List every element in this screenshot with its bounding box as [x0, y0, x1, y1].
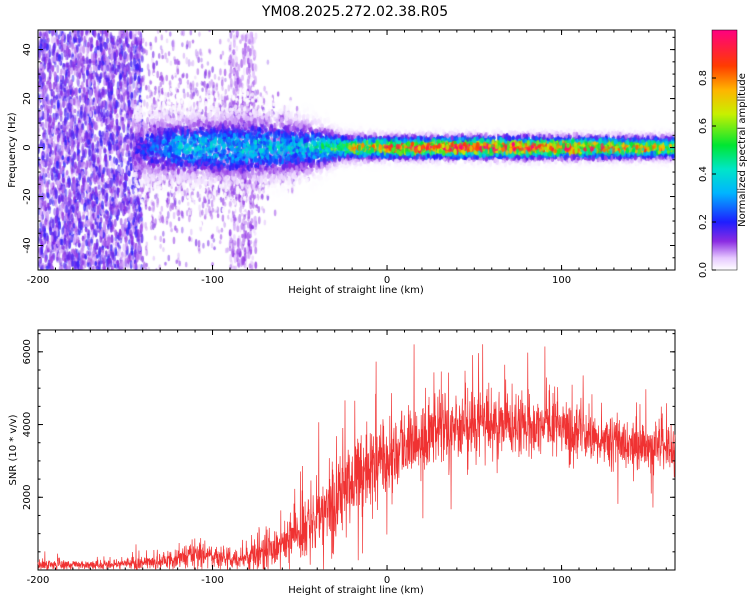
snr-ylabel: SNR (10 * v/v): [8, 414, 19, 485]
colorbar-tick-label: 0.6: [698, 118, 709, 134]
x-tick-label: -100: [201, 275, 224, 286]
y-tick-label: 0: [22, 144, 33, 150]
spectrogram-frame: [37, 29, 676, 271]
figure-title: YM08.2025.272.02.38.R05: [261, 4, 448, 20]
y-tick-label: -40: [22, 237, 33, 253]
x-tick-label: -100: [201, 575, 224, 586]
y-tick-label: -20: [22, 188, 33, 204]
colorbar-label: Normalized spectral amplitude: [737, 73, 748, 227]
y-tick-label: 4000: [22, 412, 33, 437]
colorbar-tick-label: 0.0: [698, 262, 709, 278]
snr-line: [37, 344, 676, 570]
x-tick-label: 0: [384, 575, 390, 586]
colorbar-tick-label: 0.2: [698, 214, 709, 230]
y-tick-label: 40: [22, 43, 33, 56]
snr-axes: -200 -100 0 100 2000 4000 6000: [22, 330, 675, 586]
spectrogram-heatmap: [38, 30, 675, 270]
snr-panel: -200 -100 0 100 2000 4000 6000 Height of strai…: [8, 329, 676, 596]
x-tick-label: -200: [27, 275, 50, 286]
colorbar: 0.0 0.2 0.4 0.6 0.8 Normalized spectral ampl…: [698, 29, 748, 278]
y-tick-label: 2000: [22, 485, 33, 510]
colorbar-tick-label: 0.8: [698, 70, 709, 86]
x-tick-label: 100: [552, 575, 571, 586]
colorbar-tick-label: 0.4: [698, 166, 709, 182]
snr-frame: [37, 329, 676, 571]
x-tick-label: 100: [552, 275, 571, 286]
colorbar-ticks: 0.0 0.2 0.4 0.6 0.8: [698, 70, 716, 278]
x-tick-label: 0: [384, 275, 390, 286]
y-tick-label: 20: [22, 92, 33, 105]
x-tick-label: -200: [27, 575, 50, 586]
colorbar-gradient: [711, 29, 738, 271]
spectrogram-xlabel: Height of straight line (km): [288, 285, 424, 296]
y-tick-label: 6000: [22, 339, 33, 364]
spectrogram-ylabel: Frequency (Hz): [7, 112, 18, 188]
snr-xlabel: Height of straight line (km): [288, 585, 424, 596]
